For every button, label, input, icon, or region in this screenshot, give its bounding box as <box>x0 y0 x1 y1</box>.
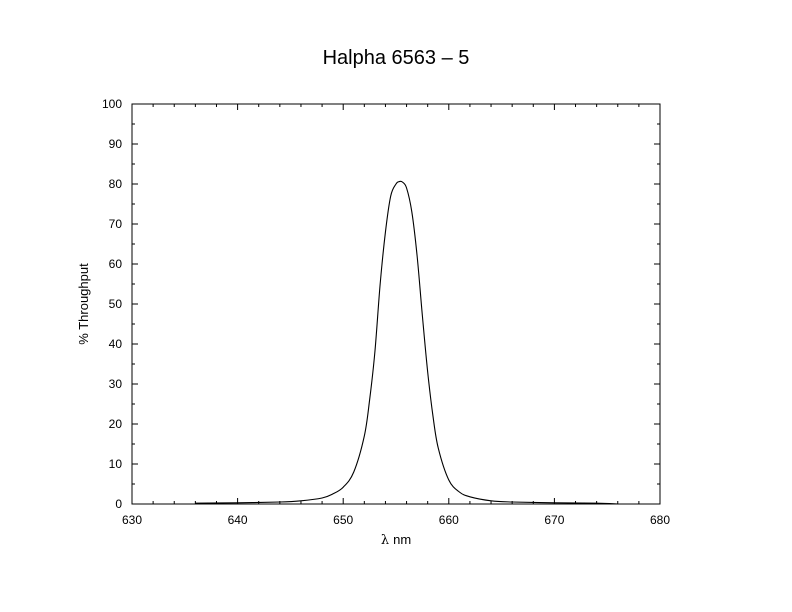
y-tick-label: 80 <box>109 177 123 191</box>
y-axis-label: % Throughput <box>76 263 91 345</box>
y-tick-label: 20 <box>109 417 123 431</box>
x-axis-label-unit: nm <box>393 532 411 547</box>
x-tick-label: 650 <box>333 513 353 527</box>
x-tick-labels: 630 640 650 660 670 680 <box>122 513 670 527</box>
y-tick-label: 30 <box>109 377 123 391</box>
y-tick-label: 60 <box>109 257 123 271</box>
series-line-throughput <box>195 180 618 505</box>
axis-ticks <box>131 103 661 505</box>
y-tick-label: 90 <box>109 137 123 151</box>
y-tick-labels: 0 10 20 30 40 50 60 70 80 90 100 <box>102 97 122 511</box>
y-tick-label: 50 <box>109 297 123 311</box>
y-tick-label: 0 <box>115 497 122 511</box>
y-tick-label: 100 <box>102 97 122 111</box>
x-tick-label: 660 <box>439 513 459 527</box>
x-tick-label: 670 <box>544 513 564 527</box>
chart-title: Halpha 6563 – 5 <box>323 47 470 69</box>
x-tick-label: 630 <box>122 513 142 527</box>
x-axis-label-symbol: λ <box>381 533 389 548</box>
plot-frame <box>131 103 661 505</box>
x-axis-label: λ nm <box>381 532 411 548</box>
x-tick-label: 680 <box>650 513 670 527</box>
y-tick-label: 70 <box>109 217 123 231</box>
y-tick-label: 40 <box>109 337 123 351</box>
y-tick-label: 10 <box>109 457 123 471</box>
x-tick-label: 640 <box>228 513 248 527</box>
